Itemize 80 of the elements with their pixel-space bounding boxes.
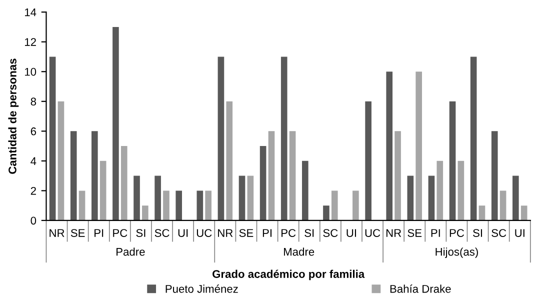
y-tick-label: 8: [30, 98, 36, 106]
bar: [449, 101, 456, 220]
bar: [416, 72, 422, 220]
x-tick-label: UI: [178, 229, 188, 237]
x-tick-label: PC: [450, 229, 464, 237]
text: Padre: [116, 248, 145, 256]
x-tick-label: PI: [94, 229, 104, 237]
y-tick-label: 14: [25, 8, 36, 16]
bar: [154, 176, 161, 220]
bar: [142, 206, 148, 220]
y-tick-label: 10: [25, 68, 36, 76]
bar: [289, 131, 296, 220]
x-tick-label: SE: [70, 229, 85, 237]
bar: [478, 206, 486, 220]
x-tick-label: SI: [304, 229, 314, 237]
x-tick-label: UC: [196, 229, 212, 237]
bar: [218, 56, 224, 220]
x-tick-label: PI: [431, 229, 440, 237]
bar: [302, 160, 308, 220]
bar: [323, 206, 330, 220]
y-tick-label: 12: [25, 38, 36, 46]
bar: [260, 146, 266, 220]
x-tick-label: SI: [473, 229, 482, 237]
legend-label: Bahía Drake: [390, 284, 451, 293]
bar: [120, 146, 128, 220]
bar: [512, 176, 519, 220]
bar: [458, 160, 464, 220]
bar: [49, 56, 56, 220]
bar: [428, 176, 435, 220]
bar: [520, 206, 528, 220]
x-tick-label: NR: [386, 229, 402, 237]
bar: [436, 160, 444, 220]
x-tick-label: UI: [515, 229, 524, 237]
bar: [205, 190, 212, 220]
y-axis-title: Cantidad de personas: [8, 58, 19, 174]
x-tick-label: NR: [50, 229, 64, 237]
x-tick-label: SC: [154, 229, 170, 237]
bar: [196, 190, 204, 220]
bar: [226, 101, 233, 220]
bar: [331, 190, 338, 220]
bar: [176, 190, 182, 220]
y-tick-label: 6: [30, 127, 36, 136]
y-tick-label: 0: [30, 216, 36, 225]
bar: [92, 131, 98, 220]
x-tick-label: UC: [365, 229, 380, 237]
bar: [238, 176, 246, 220]
y-tick-label: 4: [30, 157, 36, 165]
bar: [100, 160, 106, 220]
x-tick-label: NR: [218, 229, 233, 237]
x-axis-title: Grado académico por familia: [212, 270, 365, 280]
bar: [268, 131, 275, 220]
bar: [491, 131, 498, 220]
bar: [112, 26, 119, 220]
x-tick-label: SC: [323, 229, 338, 237]
text: Hijos(as): [436, 248, 478, 258]
bar: [58, 101, 64, 220]
text: Madre: [284, 248, 314, 256]
bar: [163, 190, 170, 220]
x-tick-label: SE: [408, 229, 422, 237]
bar: [134, 176, 140, 220]
y-tick-label: 2: [30, 186, 36, 195]
bar: [365, 101, 372, 220]
x-tick-label: PI: [262, 229, 272, 237]
x-tick-label: SI: [136, 229, 146, 237]
x-tick-label: PC: [113, 229, 128, 237]
bar: [407, 176, 414, 220]
bar: [70, 131, 77, 220]
bar: [280, 56, 288, 220]
bar: [470, 56, 477, 220]
bar: [352, 190, 359, 220]
x-tick-label: UI: [346, 229, 356, 237]
legend-label: Pueto Jiménez: [166, 284, 238, 293]
x-tick-label: PC: [282, 229, 296, 237]
bar: [394, 131, 401, 220]
bar: [247, 176, 254, 220]
x-tick-label: SE: [239, 229, 254, 237]
bar: [500, 190, 506, 220]
x-tick-label: SC: [492, 229, 506, 237]
bar: [386, 72, 393, 220]
bar: [78, 190, 86, 220]
